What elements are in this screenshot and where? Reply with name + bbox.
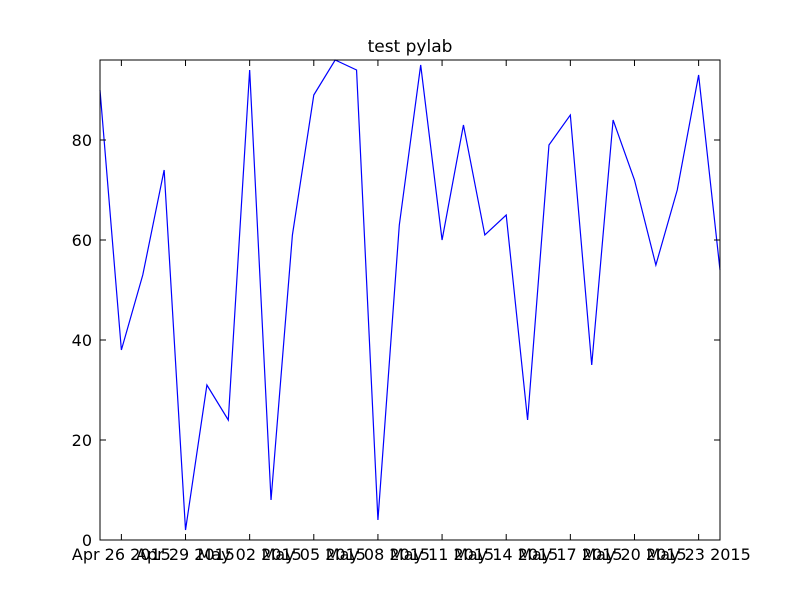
- x-tick-label: May 08 2015: [326, 545, 430, 564]
- plot-frame: [99, 59, 721, 541]
- y-tick-label: 20: [72, 431, 92, 450]
- series-line-0: [99, 59, 721, 531]
- y-tick-label: 60: [72, 231, 92, 250]
- y-tick-label: 0: [82, 531, 92, 550]
- y-tick-label: 40: [72, 331, 92, 350]
- chart-title: test pylab: [368, 37, 453, 57]
- x-tick-label: May 14 2015: [454, 545, 558, 564]
- x-tick-label: May 23 2015: [646, 545, 750, 564]
- x-tick-label: Apr 26 2015: [72, 545, 171, 564]
- x-tick-label: May 02 2015: [197, 545, 301, 564]
- x-tick-label: Apr 29 2015: [136, 545, 235, 564]
- y-tick-label: 80: [72, 131, 92, 150]
- series-layer: [99, 59, 721, 531]
- x-tick-label: May 11 2015: [390, 545, 494, 564]
- x-tick-label: May 17 2015: [518, 545, 622, 564]
- x-tick-label: May 05 2015: [262, 545, 366, 564]
- x-tick-label: May 20 2015: [582, 545, 686, 564]
